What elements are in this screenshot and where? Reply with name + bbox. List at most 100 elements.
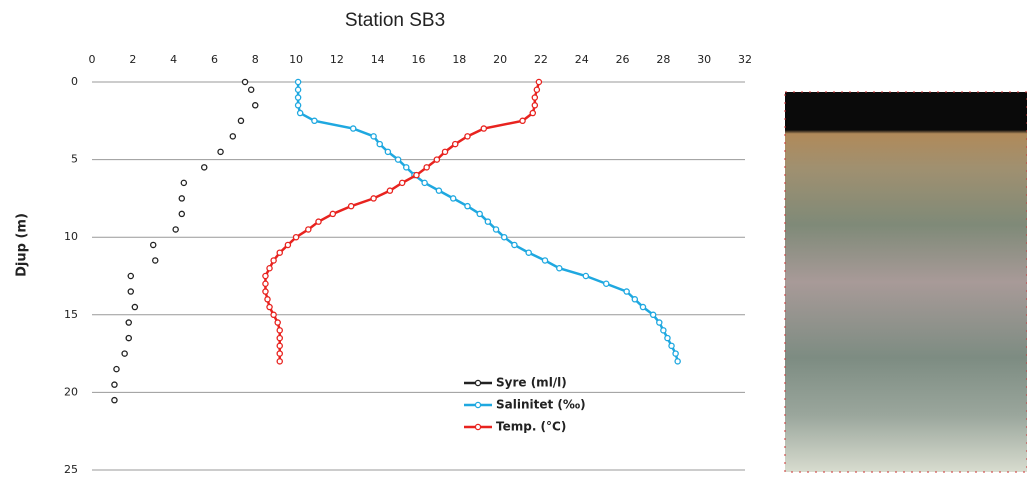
data-point: [229, 133, 237, 140]
data-point: [251, 102, 259, 109]
data-point: [421, 179, 428, 187]
data-point: [476, 210, 483, 218]
data-point: [464, 133, 471, 140]
data-point: [329, 210, 337, 218]
data-point: [152, 257, 159, 264]
data-point: [602, 280, 610, 288]
data-point: [296, 109, 304, 117]
legend-label: Syre (ml/l): [496, 376, 567, 390]
data-point: [315, 218, 322, 225]
x-tick-label: 18: [452, 53, 466, 66]
data-point: [672, 350, 679, 357]
data-point: [276, 249, 283, 256]
x-tick-label: 30: [697, 53, 711, 66]
data-point: [276, 334, 283, 342]
y-tick-label: 0: [71, 75, 78, 88]
data-point: [276, 327, 283, 334]
data-point: [294, 94, 302, 101]
y-tick-label: 15: [64, 308, 78, 321]
x-tick-label: 22: [534, 53, 548, 66]
data-point: [270, 257, 277, 264]
data-point: [237, 117, 245, 125]
data-point: [660, 327, 667, 334]
data-point: [247, 86, 255, 94]
data-point: [276, 342, 283, 350]
x-tick-label: 26: [616, 53, 630, 66]
data-point: [180, 179, 188, 187]
data-point: [370, 195, 377, 202]
data-point: [531, 94, 539, 101]
x-tick-label: 4: [170, 53, 177, 66]
data-point: [266, 264, 273, 272]
y-tick-label: 10: [64, 230, 78, 243]
data-point: [284, 241, 292, 249]
data-point: [111, 396, 118, 404]
data-point: [270, 311, 277, 319]
data-point: [131, 303, 139, 311]
x-tick-label: 6: [211, 53, 218, 66]
data-point: [149, 241, 157, 249]
data-point: [519, 117, 526, 125]
data-point: [125, 319, 132, 326]
data-point: [398, 179, 406, 187]
data-point: [631, 296, 639, 303]
data-point: [623, 288, 630, 295]
data-point: [172, 226, 179, 233]
legend-label: Salinitet (‰): [496, 398, 586, 412]
legend-marker: [474, 379, 482, 387]
data-point: [433, 156, 441, 163]
x-tick-label: 28: [656, 53, 670, 66]
data-point: [413, 171, 420, 179]
data-point: [113, 365, 120, 373]
data-point: [276, 350, 283, 357]
data-point: [311, 117, 318, 125]
data-point: [127, 288, 135, 295]
data-point: [441, 148, 449, 156]
data-point: [274, 319, 281, 326]
legend-marker: [474, 401, 482, 409]
data-point: [529, 109, 537, 117]
data-point: [294, 102, 302, 109]
x-tick-label: 14: [371, 53, 385, 66]
data-point: [241, 78, 249, 86]
data-point: [294, 86, 302, 94]
y-tick-label: 5: [71, 153, 78, 166]
legend-label: Temp. (°C): [496, 420, 566, 434]
data-point: [449, 195, 457, 202]
data-point: [480, 125, 488, 132]
data-point: [347, 202, 355, 210]
data-point: [582, 272, 590, 280]
data-point: [276, 358, 283, 365]
data-point: [376, 140, 383, 148]
data-point: [111, 381, 118, 388]
x-tick-label: 24: [575, 53, 589, 66]
data-point: [423, 164, 430, 171]
data-point: [541, 257, 549, 264]
x-tick-label: 32: [738, 53, 752, 66]
x-tick-label: 12: [330, 53, 344, 66]
data-point: [178, 195, 186, 202]
data-point: [435, 187, 443, 194]
data-point: [403, 164, 410, 171]
y-axis-label: Djup (m): [15, 213, 30, 277]
data-point: [200, 164, 208, 171]
data-point: [533, 86, 541, 94]
data-point: [305, 226, 312, 233]
data-point: [121, 350, 128, 357]
data-point: [556, 264, 563, 272]
data-point: [294, 78, 302, 86]
x-tick-label: 8: [252, 53, 259, 66]
series-line: [264, 81, 541, 362]
data-point: [292, 233, 300, 241]
x-tick-label: 2: [129, 53, 136, 66]
data-point: [127, 272, 135, 280]
data-point: [370, 133, 377, 140]
data-point: [511, 241, 518, 249]
data-point: [349, 125, 357, 132]
data-point: [384, 148, 392, 156]
x-tick-label: 16: [412, 53, 426, 66]
y-tick-label: 25: [64, 463, 78, 476]
legend-marker: [474, 423, 482, 431]
data-point: [639, 303, 647, 311]
